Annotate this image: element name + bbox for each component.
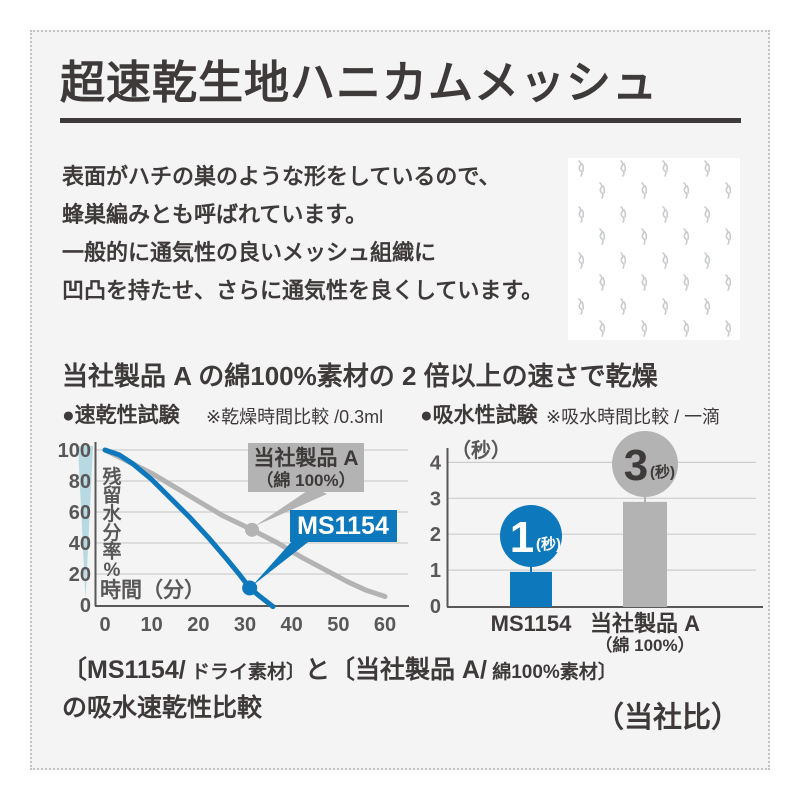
intro-line: 凹凸を持たせ、さらに通気性を良くしています。 [62, 278, 544, 303]
series-label-box-gray [248, 443, 364, 492]
series-label-gray-sub: （綿 100%） [256, 470, 355, 490]
page-frame [30, 30, 770, 770]
x-tick-label: 50 [327, 614, 349, 636]
y-axis-title: 率 [102, 539, 121, 562]
x-tick-label: 10 [141, 614, 163, 636]
y-axis-title: 留 [102, 485, 121, 507]
page-title: 超速乾生地ハニカムメッシュ [60, 57, 659, 108]
intro-line: 一般的に通気性の良いメッシュ組織に [62, 240, 437, 265]
callout-pointer-blue [252, 539, 312, 586]
badge-value: 1 [510, 513, 534, 562]
footer-part: 綿100%素材〕 [486, 662, 617, 683]
intro-line: 表面がハチの巣のような形をしているので、 [62, 164, 501, 189]
footer-part: 〔MS1154/ [62, 656, 186, 684]
dry-test-label: ●速乾性試験 [62, 404, 180, 427]
title-underline [60, 118, 741, 123]
x-tick-label: 40 [281, 614, 303, 636]
absorb-test-label: ●吸水性試験 [420, 404, 538, 427]
footer-part: ドライ素材〕 [185, 662, 305, 683]
x-tick-label: 30 [234, 614, 256, 636]
intro-paragraph: 表面がハチの巣のような形をしているので、 蜂巣編みとも呼ばれています。 一般的に… [62, 158, 543, 310]
y-tick-label: 1 [430, 560, 441, 582]
y-axis-title: 水 [102, 503, 122, 525]
y-tick-label: 40 [69, 533, 91, 555]
footer-comparison-line1: 〔MS1154/ ドライ素材〕と〔当社製品 A/ 綿100%素材〕 [62, 650, 617, 686]
y-axis-title: 残 [102, 465, 121, 488]
x-tick-label: 20 [187, 614, 209, 636]
bar-1 [623, 501, 667, 607]
y-tick-label: 3 [430, 488, 441, 510]
company-comparison-note: （当社比） [594, 702, 740, 734]
intro-line: 蜂巣編みとも呼ばれています。 [62, 202, 368, 227]
dry-test-note: ※乾燥時間比較 /0.3ml [206, 407, 384, 427]
y-tick-label: 60 [69, 502, 91, 524]
series-label-blue: MS1154 [297, 512, 389, 540]
callout-pointer-gray [255, 487, 327, 526]
series-label-box-blue [290, 510, 397, 542]
footer-part: と〔当社製品 A/ [304, 656, 487, 684]
y-axis-title: 分 [102, 522, 121, 544]
badge-unit: (秒) [536, 535, 561, 553]
y-tick-label: 2 [430, 524, 441, 546]
marker-gray [245, 522, 260, 537]
x-axis-title: 時間（分） [100, 578, 205, 602]
x-tick-label: 60 [374, 614, 396, 636]
footer-comparison-line2: の吸水速乾性比較 [62, 694, 263, 722]
y-tick-label: 0 [80, 595, 91, 617]
category-label: MS1154 [491, 611, 572, 636]
value-badge-0 [500, 505, 562, 567]
y-tick-label: 20 [69, 564, 91, 586]
bar-0 [510, 571, 552, 607]
series-label-gray: 当社製品 A [254, 446, 359, 470]
y-tick-label: 100 [58, 440, 91, 462]
marker-blue [242, 580, 258, 596]
y-tick-label: 4 [430, 452, 442, 474]
y-axis-title: % [104, 560, 121, 581]
badge-value: 3 [624, 441, 648, 490]
y-tick-label: 80 [69, 471, 91, 493]
comparison-headline: 当社製品 A の綿100%素材の 2 倍以上の速さで乾燥 [62, 361, 658, 391]
badge-unit: (秒) [650, 463, 675, 481]
absorb-test-note: ※吸水時間比較 / 一滴 [546, 407, 721, 427]
value-badge-1 [612, 431, 678, 497]
fabric-swatch-image [568, 158, 740, 340]
category-label-sub: （綿 100%） [595, 635, 694, 655]
y-axis-unit: （秒） [451, 438, 511, 462]
y-tick-label: 0 [430, 596, 441, 618]
x-tick-label: 0 [99, 614, 110, 636]
category-label: 当社製品 A [590, 611, 700, 636]
decreasing-moisture-wedge [78, 446, 93, 600]
